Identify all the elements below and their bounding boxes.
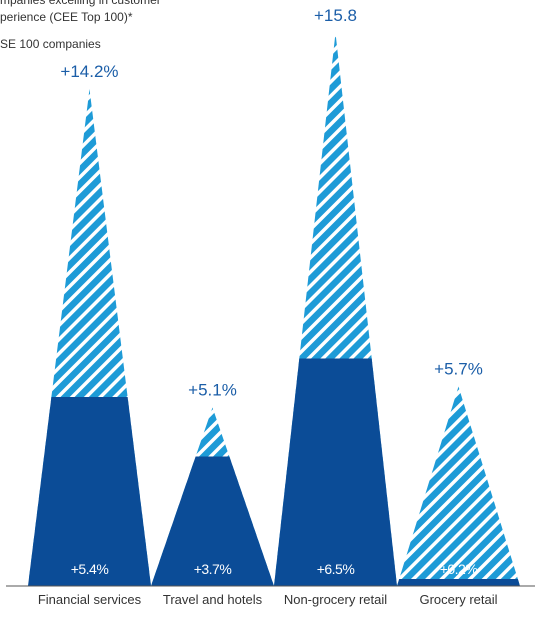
value-label: +5.1%: [188, 381, 237, 400]
value-label: +5.7%: [434, 360, 483, 379]
legend-entry: SE 100 companies: [0, 37, 101, 51]
value-label: +0.2%: [440, 561, 478, 577]
value-label: +15.8: [314, 6, 357, 25]
value-label: +6.5%: [317, 561, 355, 577]
base-segment: [151, 456, 274, 586]
legend-entry: mpanies excelling in customer perience (…: [0, 0, 161, 24]
value-label: +5.4%: [71, 561, 109, 577]
base-segment: [274, 358, 397, 586]
value-label: +14.2%: [60, 62, 118, 81]
total-triangle: [397, 386, 520, 586]
x-tick-label: Travel and hotels: [162, 592, 263, 607]
value-label: +3.7%: [194, 561, 232, 577]
x-tick-label: Grocery retail: [419, 592, 498, 607]
x-tick-label: Financial services: [37, 592, 142, 607]
base-segment: [397, 579, 520, 586]
x-tick-label: Non-grocery retail: [283, 592, 388, 607]
base-segment: [28, 397, 151, 586]
